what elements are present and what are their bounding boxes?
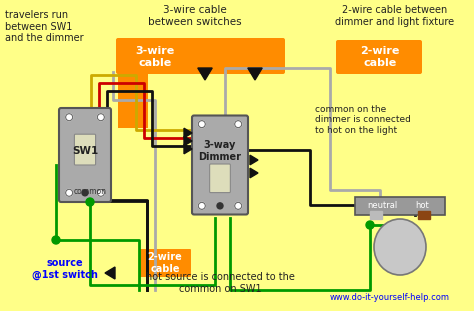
Text: 2-wire cable between
dimmer and light fixture: 2-wire cable between dimmer and light fi… <box>336 5 455 27</box>
Polygon shape <box>184 136 192 146</box>
Polygon shape <box>105 267 115 279</box>
Text: 3-way
Dimmer: 3-way Dimmer <box>199 140 241 161</box>
Text: travelers run
between SW1
and the dimmer: travelers run between SW1 and the dimmer <box>5 10 83 43</box>
Circle shape <box>66 114 73 121</box>
Polygon shape <box>184 144 192 154</box>
Polygon shape <box>250 168 258 178</box>
Text: 3-wire
cable: 3-wire cable <box>136 46 174 68</box>
Text: source
@1st switch: source @1st switch <box>32 258 98 280</box>
Text: common: common <box>73 188 107 197</box>
Circle shape <box>198 121 205 128</box>
Circle shape <box>52 236 60 244</box>
Circle shape <box>66 189 73 196</box>
Circle shape <box>235 202 242 209</box>
Circle shape <box>235 121 242 128</box>
Bar <box>355 197 445 215</box>
Circle shape <box>198 202 205 209</box>
Bar <box>118 38 148 128</box>
Text: neutral: neutral <box>367 202 397 211</box>
Text: www.do-it-yourself-help.com: www.do-it-yourself-help.com <box>330 293 450 302</box>
Circle shape <box>366 221 374 229</box>
FancyBboxPatch shape <box>192 115 248 215</box>
Circle shape <box>97 114 104 121</box>
Polygon shape <box>248 68 262 80</box>
FancyBboxPatch shape <box>74 134 96 165</box>
Circle shape <box>82 190 88 196</box>
Text: hot source is connected to the
common on SW1: hot source is connected to the common on… <box>146 272 294 294</box>
Polygon shape <box>198 68 212 80</box>
Polygon shape <box>250 155 258 165</box>
Bar <box>418 211 430 219</box>
Circle shape <box>217 203 223 209</box>
Text: 2-wire
cable: 2-wire cable <box>360 46 400 68</box>
FancyBboxPatch shape <box>336 40 422 74</box>
Text: SW1: SW1 <box>72 146 98 156</box>
FancyBboxPatch shape <box>139 249 191 277</box>
Circle shape <box>86 198 94 206</box>
Circle shape <box>97 189 104 196</box>
FancyBboxPatch shape <box>210 164 230 193</box>
FancyBboxPatch shape <box>116 38 285 74</box>
Text: 2-wire
cable: 2-wire cable <box>147 252 182 274</box>
Text: common on the
dimmer is connected
to hot on the light: common on the dimmer is connected to hot… <box>315 105 411 135</box>
Bar <box>370 211 382 219</box>
Polygon shape <box>184 128 192 138</box>
FancyBboxPatch shape <box>59 108 111 202</box>
Text: 3-wire cable
between switches: 3-wire cable between switches <box>148 5 242 27</box>
Ellipse shape <box>374 219 426 275</box>
Text: hot: hot <box>415 202 429 211</box>
